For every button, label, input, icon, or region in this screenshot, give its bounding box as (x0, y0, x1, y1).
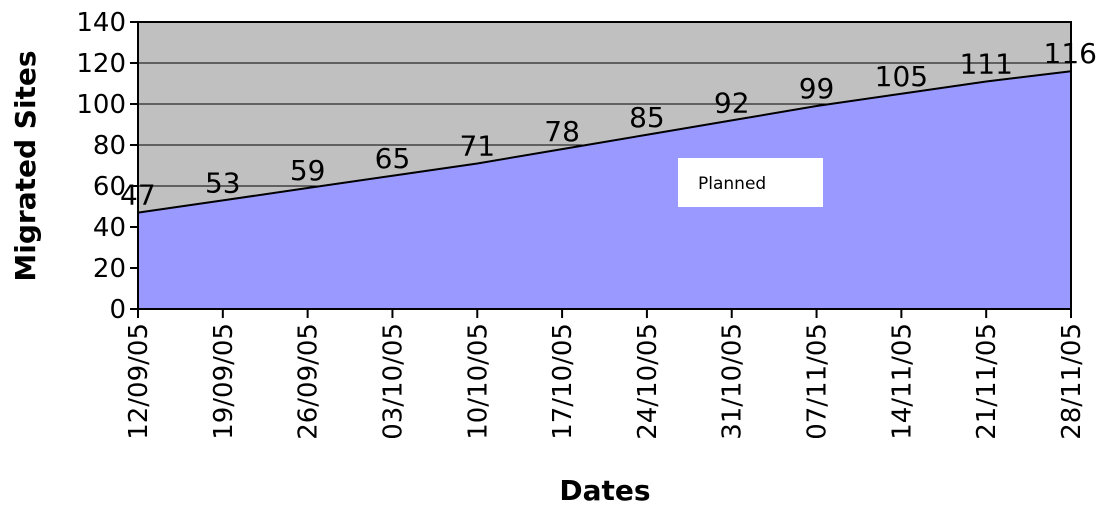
legend: Planned (678, 158, 823, 207)
y-tick-label: 20 (93, 254, 126, 284)
data-label: 85 (629, 101, 665, 134)
y-tick-label: 0 (109, 295, 126, 325)
x-tick-label: 28/11/05 (1057, 323, 1087, 440)
legend-box (678, 158, 823, 207)
series-area-layer (137, 70, 1072, 309)
y-tick-label: 140 (76, 8, 126, 38)
data-label: 53 (205, 166, 241, 199)
x-axis-title: Dates (559, 474, 650, 507)
x-tick-label: 07/11/05 (803, 323, 833, 440)
series-area-planned (138, 71, 1071, 309)
data-label: 65 (375, 142, 411, 175)
x-tick-label: 31/10/05 (718, 323, 748, 440)
y-axis-ticks: 0 20 40 60 80 100 120 140 (76, 8, 138, 325)
x-tick-label: 14/11/05 (887, 323, 917, 440)
plot-frame (137, 21, 1072, 310)
y-tick-label: 40 (93, 213, 126, 243)
x-tick-label: 17/10/05 (548, 323, 578, 440)
y-tick-label: 120 (76, 49, 126, 79)
legend-label-planned: Planned (698, 174, 766, 194)
x-tick-label: 19/09/05 (209, 323, 239, 440)
data-label: 105 (875, 60, 928, 93)
data-label: 99 (799, 72, 835, 105)
y-tick-label: 80 (93, 131, 126, 161)
data-label: 71 (459, 129, 495, 162)
y-axis-title: Migrated Sites (9, 50, 42, 281)
x-tick-label: 26/09/05 (294, 323, 324, 440)
x-tick-label: 10/10/05 (463, 323, 493, 440)
x-tick-label: 24/10/05 (633, 323, 663, 440)
y-tick-label: 100 (76, 90, 126, 120)
data-label: 111 (959, 47, 1012, 80)
data-label: 59 (290, 154, 326, 187)
series-line-planned (137, 70, 1072, 214)
data-label: 92 (714, 86, 750, 119)
data-label: 47 (120, 179, 156, 212)
x-tick-label: 21/11/05 (972, 323, 1002, 440)
data-labels: 47 53 59 65 71 78 85 92 99 105 111 116 (120, 37, 1097, 211)
x-axis-ticks: 12/09/05 19/09/05 26/09/05 03/10/05 10/10/05… (124, 309, 1087, 440)
y-tick-label: 60 (93, 172, 126, 202)
x-tick-label: 03/10/05 (378, 323, 408, 440)
data-label: 116 (1044, 37, 1097, 70)
x-tick-label: 12/09/05 (124, 323, 154, 440)
data-label: 78 (544, 115, 580, 148)
